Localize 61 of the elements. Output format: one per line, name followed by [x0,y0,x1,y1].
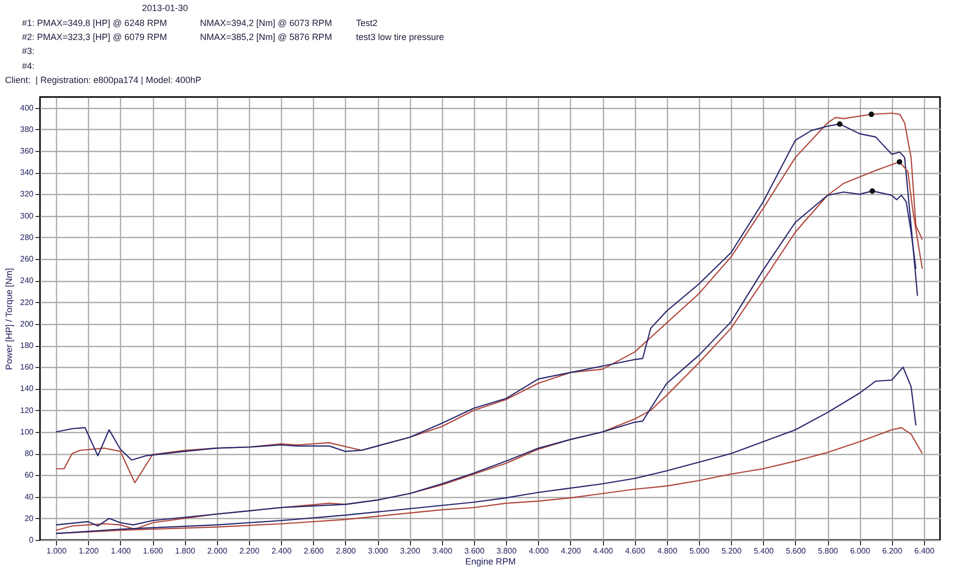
x-tick-label: 2.600 [304,546,324,556]
x-tick-label: 1.600 [142,546,164,556]
x-tick-label: 2.200 [239,546,260,556]
x-tick-label: 1.200 [78,546,100,556]
x-tick-label: 6.200 [882,546,903,556]
text: 2013-01-30 [142,3,188,13]
y-tick-label: 380 [20,124,34,134]
y-tick-label: 260 [20,254,34,264]
y-tick-label: 340 [20,168,34,178]
x-tick-label: 1.800 [175,546,196,556]
x-tick-label: 5.800 [818,546,839,556]
y-tick-label: 280 [20,232,34,242]
text: NMAX=385,2 [Nm] @ 5876 RPM [200,32,332,42]
x-tick-label: 3.800 [496,546,518,556]
y-tick-label: 60 [24,470,34,480]
text: Test2 [356,18,378,28]
y-tick-label: 240 [20,276,34,286]
x-tick-label: 5.400 [754,546,774,556]
x-tick-label: 6.000 [850,546,871,556]
text: #4: [22,61,35,71]
y-tick-label: 100 [20,427,34,436]
y-tick-label: 180 [20,341,34,350]
y-tick-label: 300 [20,211,34,220]
x-tick-label: 2.000 [207,546,228,556]
text: NMAX=394,2 [Nm] @ 6073 RPM [200,18,332,28]
text: #1: PMAX=349,8 [HP] @ 6248 RPM [22,18,167,28]
text: #2: PMAX=323,3 [HP] @ 6079 RPM [22,32,167,42]
x-tick-label: 3.000 [368,546,389,556]
text: test3 low tire pressure [356,32,444,42]
y-tick-label: 120 [20,406,34,415]
x-axis-title: Engine RPM [465,556,516,566]
x-tick-label: 2.800 [336,546,356,556]
text: Client: | Registration: e800pa174 | Model: 400hP [5,75,202,85]
y-tick-label: 20 [24,514,34,523]
x-tick-label: 4.600 [625,546,646,556]
x-tick-label: 3.600 [464,546,485,556]
x-tick-label: 1.000 [46,546,68,556]
x-tick-label: 5.200 [722,546,742,556]
y-tick-label: 40 [24,492,34,502]
y-tick-label: 160 [20,362,34,372]
x-tick-label: 2.400 [272,546,292,556]
y-tick-label: 80 [24,449,34,458]
x-tick-label: 5.600 [786,546,806,556]
y-tick-label: 400 [20,103,34,112]
y-tick-label: 200 [20,319,34,328]
x-tick-label: 3.200 [400,546,421,556]
y-tick-label: 320 [20,190,34,199]
text: #3: [22,46,35,56]
y-tick-label: 220 [20,298,34,307]
x-tick-label: 4.000 [528,546,550,556]
x-tick-label: 5.000 [689,546,710,556]
y-tick-label: 0 [29,536,34,544]
x-tick-label: 1.400 [110,546,132,556]
y-axis-title: Power [HP] / Torque [Nm] [4,268,14,370]
x-tick-label: 6.400 [914,546,935,556]
x-tick-label: 4.200 [560,546,582,556]
x-tick-label: 4.800 [657,546,678,556]
y-tick-label: 140 [20,384,34,394]
y-tick-label: 360 [20,146,34,156]
x-tick-label: 4.400 [592,546,614,556]
x-tick-label: 3.400 [432,546,453,556]
